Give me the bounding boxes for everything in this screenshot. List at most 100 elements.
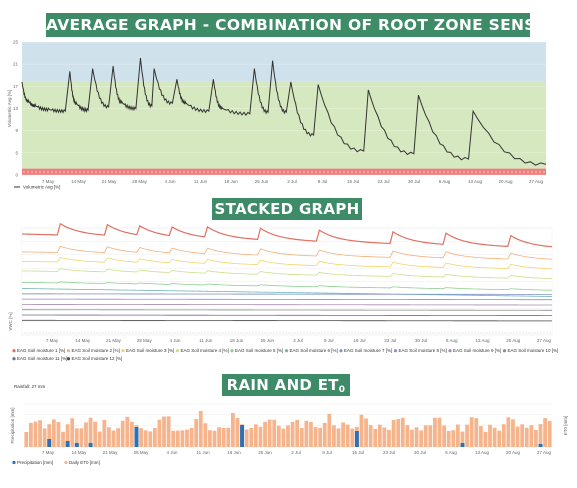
x-tick-label: 14 May	[72, 450, 88, 455]
et0-bar	[373, 428, 378, 447]
et0-bar	[474, 418, 479, 447]
baseline-marker	[483, 332, 485, 334]
baseline-marker	[315, 332, 317, 334]
baseline-marker	[465, 332, 467, 334]
refill-marker	[315, 171, 317, 173]
baseline-marker	[135, 332, 137, 334]
baseline-marker	[126, 332, 128, 334]
refill-marker	[79, 171, 81, 173]
baseline-marker	[36, 332, 38, 334]
x-tick-label: 21 May	[106, 338, 122, 343]
refill-marker	[391, 171, 393, 173]
baseline-marker	[216, 332, 218, 334]
baseline-marker	[411, 332, 413, 334]
et0-bar	[38, 420, 42, 447]
baseline-marker	[279, 332, 281, 334]
et0-bar	[451, 430, 456, 447]
et0-bar	[286, 425, 290, 447]
et0-bar	[185, 429, 189, 447]
et0-bar	[318, 427, 323, 447]
x-tick-label: 25 Jun	[258, 450, 272, 455]
et0-bar	[524, 427, 529, 447]
baseline-marker	[342, 332, 344, 334]
baseline-marker	[45, 332, 47, 334]
baseline-marker	[51, 332, 53, 334]
et0-bar	[102, 420, 107, 447]
rainfall-total-label: Rainfall: 27 mm	[14, 384, 46, 389]
baseline-marker	[501, 332, 503, 334]
legend-swatch	[12, 357, 16, 361]
precipitation-bar	[538, 444, 543, 447]
baseline-marker	[333, 332, 335, 334]
baseline-marker	[543, 332, 545, 334]
et0-bar	[446, 430, 451, 447]
refill-marker	[155, 171, 157, 173]
baseline-marker	[522, 332, 524, 334]
x-tick-label: 18 Jun	[227, 450, 241, 455]
refill-marker	[303, 171, 305, 173]
soil-moisture-line	[21, 309, 553, 311]
precipitation-bar	[88, 443, 93, 447]
et0-bar	[107, 427, 111, 447]
baseline-marker	[210, 332, 212, 334]
baseline-marker	[108, 332, 110, 334]
et0-bar	[84, 422, 88, 447]
precipitation-bar	[354, 431, 359, 447]
baseline-marker	[495, 332, 497, 334]
refill-marker	[239, 171, 241, 173]
et0-bar	[341, 422, 345, 447]
baseline-marker	[462, 332, 464, 334]
baseline-marker	[423, 332, 425, 334]
refill-marker	[327, 171, 329, 173]
baseline-marker	[192, 332, 194, 334]
refill-marker	[31, 171, 33, 173]
et0-bar	[281, 428, 286, 447]
refill-marker	[159, 171, 161, 173]
legend-label: EAG Soil moisture 12 [%]	[72, 356, 123, 361]
refill-marker	[183, 171, 185, 173]
baseline-marker	[513, 332, 515, 334]
baseline-marker	[249, 332, 251, 334]
et0-bar	[290, 421, 295, 447]
baseline-marker	[120, 332, 122, 334]
y-axis-label: VWC [%]	[8, 312, 13, 330]
refill-marker	[55, 171, 57, 173]
et0-bar	[217, 427, 222, 447]
et0-bar	[322, 422, 327, 447]
baseline-marker	[258, 332, 260, 334]
baseline-marker	[132, 332, 134, 334]
refill-marker	[279, 171, 281, 173]
refill-marker	[127, 171, 129, 173]
refill-marker	[403, 171, 405, 173]
x-tick-label: 25 Jun	[255, 179, 269, 184]
legend-swatch	[64, 460, 68, 465]
band-optimal	[22, 81, 546, 169]
et0-bar	[350, 428, 355, 447]
baseline-marker	[405, 332, 407, 334]
et0-bar	[382, 427, 387, 447]
baseline-marker	[432, 332, 434, 334]
refill-marker	[291, 171, 293, 173]
refill-marker	[507, 171, 509, 173]
baseline-marker	[534, 332, 536, 334]
x-tick-label: 28 May	[134, 450, 150, 455]
baseline-marker	[174, 332, 176, 334]
refill-marker	[351, 171, 353, 173]
refill-marker	[223, 171, 225, 173]
refill-marker	[359, 171, 361, 173]
x-tick-label: 30 Jul	[408, 179, 420, 184]
et0-bar	[336, 428, 341, 447]
x-tick-label: 21 May	[103, 450, 119, 455]
et0-bar	[478, 425, 483, 447]
baseline-marker	[99, 332, 101, 334]
baseline-marker	[330, 332, 332, 334]
legend-label: EAG Soil moisture 3 [%]	[126, 348, 174, 353]
et0-bar	[313, 427, 318, 447]
baseline-marker	[24, 332, 26, 334]
baseline-marker	[114, 332, 116, 334]
refill-marker	[307, 171, 309, 173]
et0-bar	[244, 429, 249, 447]
refill-marker	[295, 171, 297, 173]
refill-marker	[123, 171, 125, 173]
baseline-marker	[372, 332, 374, 334]
